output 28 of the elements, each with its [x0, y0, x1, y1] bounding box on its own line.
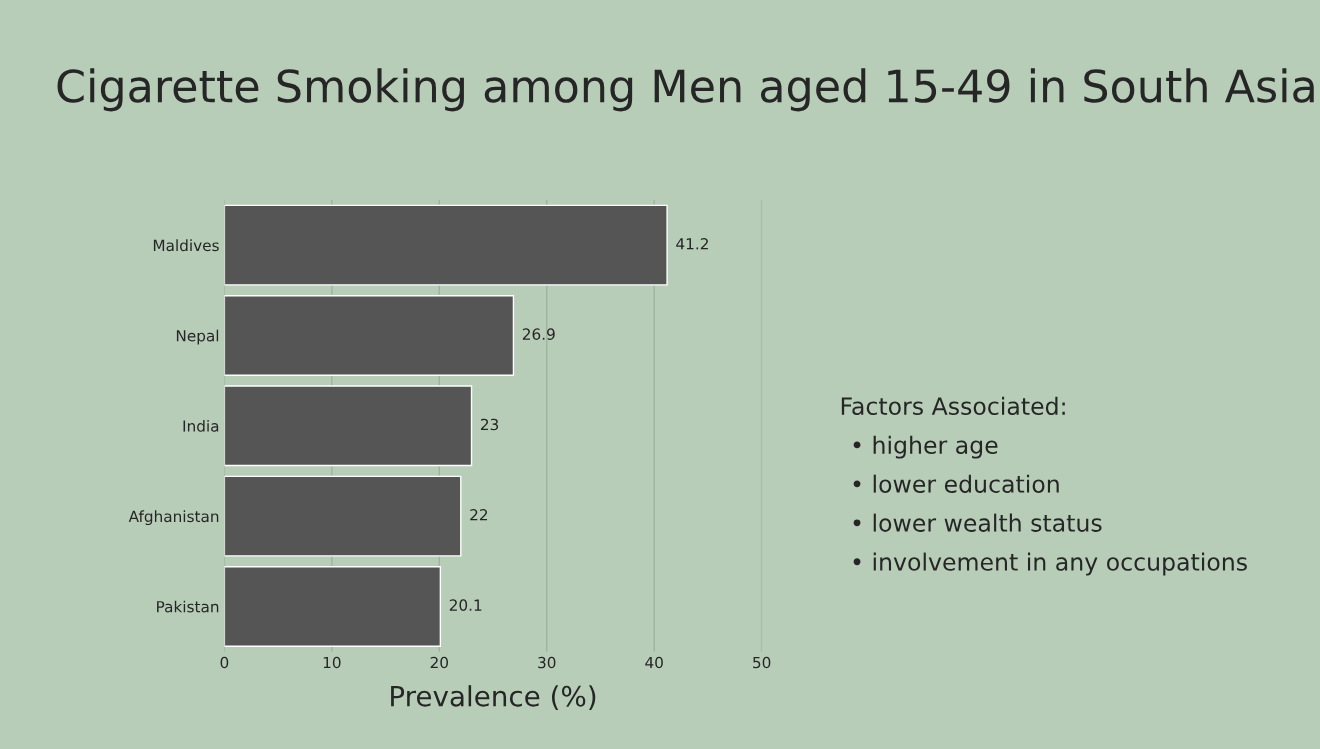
y-tick-label: Pakistan — [157, 600, 219, 613]
x-tick-label: 30 — [538, 656, 556, 669]
y-tick-label: Maldives — [153, 239, 219, 252]
bar — [224, 295, 515, 376]
data-label: 26.9 — [522, 328, 555, 340]
text: • involvement in any occupations — [853, 552, 1247, 576]
x-tick-label: 20 — [430, 656, 448, 669]
x-tick-label: 0 — [220, 656, 229, 669]
text: • lower wealth status — [853, 513, 1102, 532]
data-label: 41.2 — [676, 238, 708, 250]
data-label: 22 — [470, 509, 488, 521]
bar — [224, 475, 462, 557]
x-tick-label: 10 — [323, 656, 341, 669]
text: • lower education — [853, 474, 1059, 493]
data-label: 20.1 — [449, 599, 482, 611]
y-tick-label: Nepal — [176, 329, 219, 345]
chart-title: Cigarette Smoking among Men aged 15-49 in South Asia — [57, 68, 1314, 112]
y-tick-label: India — [183, 420, 219, 432]
text: • higher age — [853, 435, 998, 459]
x-tick-label: 40 — [645, 656, 663, 669]
bar — [224, 385, 473, 467]
y-tick-label: Afghanistan — [128, 510, 219, 526]
bar — [224, 204, 668, 286]
x-tick-label: 50 — [753, 656, 771, 669]
bar — [224, 566, 442, 647]
x-axis-title: Prevalence (%) — [391, 685, 596, 710]
data-label: 23 — [480, 418, 499, 431]
text: Factors Associated: — [841, 396, 1065, 416]
